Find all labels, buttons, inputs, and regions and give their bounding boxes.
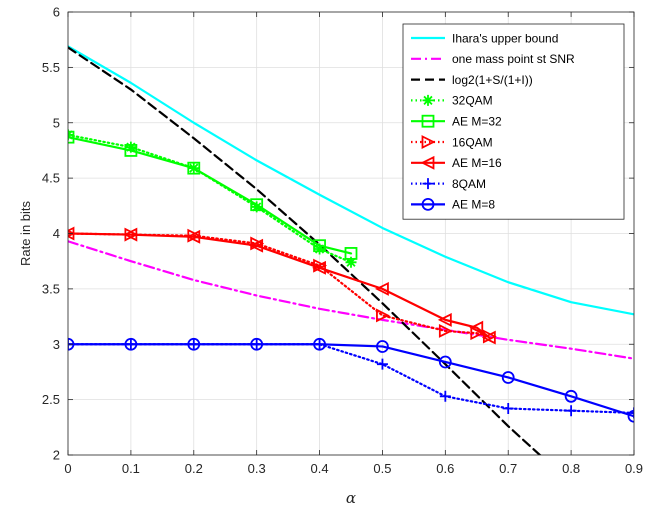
y-axis-title: Rate in bits [18,200,33,266]
x-tick-label: 0.8 [562,461,580,476]
legend-label-8qam: 8QAM [452,177,486,191]
data-point-ae-m-8 [68,337,75,351]
legend-label-ae-m-16: AE M=16 [452,156,502,170]
data-point-ae-m-32 [124,144,138,157]
series-line-one-mass-point-st-snr [68,240,634,360]
y-tick-label: 6 [53,5,60,20]
data-point-32qam [125,141,137,153]
data-point-ae-m-32 [187,161,201,175]
data-point-8qam [502,402,514,414]
legend: Ihara's upper bound one mass point st SNR… [402,23,625,220]
data-point-ae-m-16 [68,226,75,241]
series-line-log2-1-s-1-i [68,46,542,455]
data-point-ae-m-8 [250,337,264,351]
y-tick-label: 4 [53,226,60,241]
data-point-16qam [482,329,497,344]
data-point-ae-m-8 [564,389,578,403]
y-tick-label: 2.5 [42,392,60,407]
series-line-ae-m-16 [68,232,491,339]
data-point-ae-m-8 [376,340,389,353]
data-point-16qam [438,324,453,338]
data-point-8qam [376,358,388,370]
data-point-ae-m-16 [481,330,496,345]
legend-marker-ae-m-16 [420,155,435,170]
y-tick-label: 5 [53,115,60,130]
data-point-ae-m-16 [312,260,326,275]
x-tick-label: 0.2 [185,461,203,476]
series-line-ae-m-8 [68,343,634,418]
data-point-32qam [314,243,326,255]
data-point-ae-m-16 [469,320,484,335]
legend-label-32qam: 32QAM [452,94,493,108]
series-ae-m-16 [68,226,496,345]
y-tick-label: 2 [53,448,60,463]
x-tick-label: 0.9 [625,461,643,476]
data-point-8qam [439,390,451,402]
series-one-mass-point-st-snr [68,240,634,360]
data-point-ae-m-16 [186,229,201,244]
series-line-ihara-s-upper-bound [68,45,634,316]
data-point-ae-m-16 [249,238,264,253]
data-point-ae-m-32 [344,247,358,260]
legend-marker-ae-m-32 [421,114,435,128]
legend-label-16qam: 16QAM [452,135,493,149]
data-point-ae-m-32 [250,198,264,212]
legend-label-one-mass-point-st-snr: one mass point st SNR [452,52,575,66]
data-point-ae-m-16 [437,312,452,327]
y-tick-label: 5.5 [42,60,60,75]
data-point-ae-m-16 [123,227,138,242]
x-tick-label: 0.4 [311,461,329,476]
legend-label-log2-1-s-1-i: log2(1+S/(1+I)) [452,73,533,87]
x-axis-title: α [346,489,356,507]
legend-marker-16qam [421,135,436,149]
y-tick-label: 3.5 [42,281,60,296]
x-tick-label: 0.7 [499,461,517,476]
data-point-ae-m-8 [124,337,138,351]
legend-marker-32qam [422,94,434,106]
legend-label-ae-m-32: AE M=32 [452,115,502,129]
data-point-ae-m-8 [313,337,326,351]
data-point-32qam [251,201,263,213]
data-point-ae-m-8 [438,355,452,369]
series-lines [68,45,634,455]
data-point-16qam [376,308,390,323]
data-point-ae-m-32 [313,239,326,253]
data-point-ae-m-16 [374,281,389,296]
data-point-ae-m-8 [501,371,515,384]
data-point-ae-m-8 [187,337,201,351]
data-point-ae-m-32 [68,130,75,144]
data-point-8qam [565,405,577,417]
x-tick-label: 0.5 [373,461,391,476]
axis-ticks: 0 0.1 0.2 0.3 0.4 0.5 0.6 0.7 0.8 0.9 2 2.5 3 3.5 4 4.5… [42,5,643,477]
data-point-32qam [345,256,357,268]
legend-label-ihara-s-upper-bound: Ihara's upper bound [452,31,558,45]
series-log2-1-s-1-i [68,46,542,455]
legend-marker-ae-m-8 [421,197,435,211]
series-ihara-s-upper-bound [68,45,634,316]
x-tick-label: 0.3 [248,461,266,476]
x-tick-label: 0.1 [122,461,140,476]
legend-label-ae-m-8: AE M=8 [452,198,495,212]
series-ae-m-8 [68,337,634,423]
x-tick-label: 0.6 [436,461,454,476]
series-ae-m-32 [68,130,358,260]
y-tick-label: 4.5 [42,171,60,186]
data-point-ae-m-8 [627,409,634,423]
y-tick-label: 3 [53,337,60,352]
legend-marker-8qam [422,178,434,190]
x-tick-label: 0 [64,461,71,476]
